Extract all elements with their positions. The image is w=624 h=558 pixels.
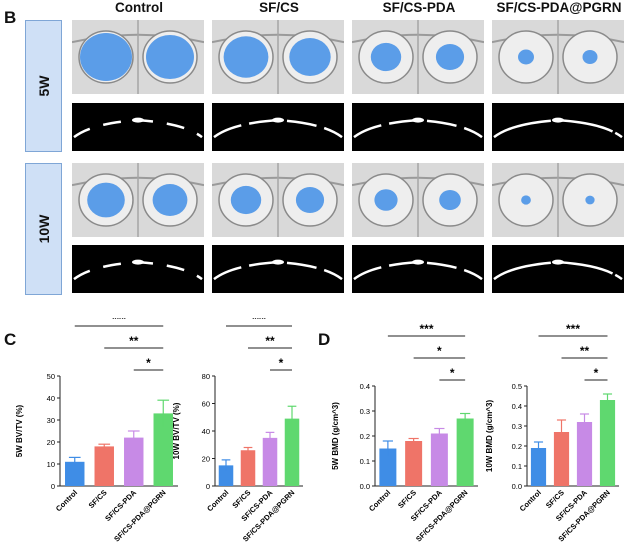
panel-c-letter: C bbox=[4, 330, 17, 349]
significance-label: *** bbox=[566, 322, 580, 336]
y-tick-label: 0.0 bbox=[360, 482, 370, 491]
skull-3d-view-10w-2 bbox=[352, 163, 484, 237]
column-header-control: Control bbox=[115, 0, 163, 15]
bar-sf-cs-pda bbox=[124, 437, 144, 486]
y-tick-label: 20 bbox=[47, 438, 55, 447]
bar-control bbox=[65, 461, 85, 486]
bar-sf-cs-pda bbox=[430, 433, 448, 486]
x-tick-label: SF/CS-PDA@PGRN bbox=[112, 488, 167, 543]
chart-0: 0 10 20 30 40 50 5W BV/TV (%) Control SF/CSSF/CS… bbox=[15, 318, 178, 543]
y-tick-label: 0.3 bbox=[512, 422, 522, 431]
column-header-sfcs: SF/CS bbox=[259, 0, 299, 15]
x-tick-label: SF/CS bbox=[87, 488, 109, 510]
panel-b-letter: B bbox=[4, 8, 17, 27]
y-tick-label: 80 bbox=[202, 372, 210, 381]
skull-section-view-5w-3 bbox=[492, 103, 624, 151]
y-tick-label: 0 bbox=[206, 482, 210, 491]
bar-sf-cs bbox=[553, 432, 570, 486]
significance-label: * bbox=[279, 356, 284, 370]
significance-label: * bbox=[450, 366, 455, 380]
y-axis-label: 5W BV/TV (%) bbox=[15, 404, 24, 457]
y-axis-label: 5W BMD (g/cm^3) bbox=[331, 402, 340, 470]
chart-3: 0.0 0.1 0.2 0.3 0.4 0.5 10W BMD (g/cm^3) Contro… bbox=[485, 322, 619, 543]
bar-control bbox=[530, 448, 547, 486]
y-tick-label: 0.3 bbox=[360, 407, 370, 416]
chart-2: 0.0 0.1 0.2 0.3 0.4 5W BMD (g/cm^3) Control SF/… bbox=[331, 322, 478, 543]
row-label-5w-text: 5W bbox=[35, 75, 52, 97]
y-tick-label: 30 bbox=[47, 416, 55, 425]
bar-control bbox=[379, 448, 397, 486]
skull-3d-view-5w-1 bbox=[212, 20, 344, 94]
skull-3d-view-10w-1 bbox=[212, 163, 344, 237]
skull-3d-view-5w-0 bbox=[72, 20, 204, 94]
significance-label: ** bbox=[265, 334, 275, 348]
bar-sf-cs-pda bbox=[262, 437, 278, 486]
y-tick-label: 0.1 bbox=[512, 462, 522, 471]
skull-section-view-10w-2 bbox=[352, 245, 484, 293]
column-header-sfcs-pda: SF/CS-PDA bbox=[382, 0, 456, 15]
y-axis-label: 10W BMD (g/cm^3) bbox=[485, 400, 494, 473]
significance-label: *** bbox=[252, 318, 266, 326]
bar-sf-cs-pda-pgrn bbox=[153, 413, 173, 486]
y-tick-label: 0.2 bbox=[360, 432, 370, 441]
significance-label: *** bbox=[419, 322, 433, 336]
bar-charts-area: 0 10 20 30 40 50 5W BV/TV (%) Control SF/CS SF/CS… bbox=[0, 318, 624, 558]
y-tick-label: 0 bbox=[51, 482, 55, 491]
skull-3d-view-5w-2 bbox=[352, 20, 484, 94]
bar-sf-cs-pda-pgrn bbox=[599, 400, 616, 486]
y-tick-label: 60 bbox=[202, 400, 210, 409]
bar-sf-cs bbox=[240, 450, 256, 486]
bar-sf-cs bbox=[94, 446, 114, 486]
significance-label: * bbox=[594, 366, 599, 380]
column-header-sfcs-pda-pgrn: SF/CS-PDA@PGRN bbox=[496, 0, 622, 15]
y-tick-label: 0.0 bbox=[512, 482, 522, 491]
skull-3d-view-10w-3 bbox=[492, 163, 624, 237]
skull-3d-view-10w-0 bbox=[72, 163, 204, 237]
y-axis-label: 10W BV/TV (%) bbox=[172, 402, 181, 459]
significance-label: * bbox=[437, 344, 442, 358]
y-tick-label: 50 bbox=[47, 372, 55, 381]
y-tick-label: 0.4 bbox=[512, 402, 522, 411]
x-tick-label: Control bbox=[367, 488, 392, 513]
bar-sf-cs bbox=[405, 441, 423, 486]
skull-section-view-10w-3 bbox=[492, 245, 624, 293]
row-label-5w: 5W bbox=[25, 20, 62, 152]
y-tick-label: 0.1 bbox=[360, 457, 370, 466]
significance-label: ** bbox=[129, 334, 139, 348]
x-tick-label: Control bbox=[54, 488, 79, 513]
y-tick-label: 0.4 bbox=[360, 382, 370, 391]
y-tick-label: 20 bbox=[202, 455, 210, 464]
x-tick-label: Control bbox=[205, 488, 230, 513]
significance-label: ** bbox=[580, 344, 590, 358]
y-tick-label: 0.2 bbox=[512, 442, 522, 451]
bar-sf-cs-pda bbox=[576, 422, 593, 486]
skull-section-view-5w-2 bbox=[352, 103, 484, 151]
row-label-10w-text: 10W bbox=[35, 214, 52, 244]
x-tick-label: SF/CS bbox=[396, 488, 418, 510]
skull-section-view-5w-1 bbox=[212, 103, 344, 151]
skull-section-view-5w-0 bbox=[72, 103, 204, 151]
skull-section-view-10w-0 bbox=[72, 245, 204, 293]
x-tick-label: Control bbox=[518, 488, 543, 513]
y-tick-label: 40 bbox=[47, 394, 55, 403]
significance-label: *** bbox=[112, 318, 126, 326]
bar-sf-cs-pda-pgrn bbox=[456, 418, 474, 486]
y-tick-label: 10 bbox=[47, 460, 55, 469]
row-label-10w: 10W bbox=[25, 163, 62, 295]
y-tick-label: 0.5 bbox=[512, 382, 522, 391]
bar-sf-cs-pda-pgrn bbox=[284, 418, 300, 486]
skull-3d-view-5w-3 bbox=[492, 20, 624, 94]
significance-label: * bbox=[146, 356, 151, 370]
skull-section-view-10w-1 bbox=[212, 245, 344, 293]
bar-control bbox=[218, 465, 234, 486]
panel-d-letter: D bbox=[318, 330, 331, 349]
y-tick-label: 40 bbox=[202, 427, 210, 436]
